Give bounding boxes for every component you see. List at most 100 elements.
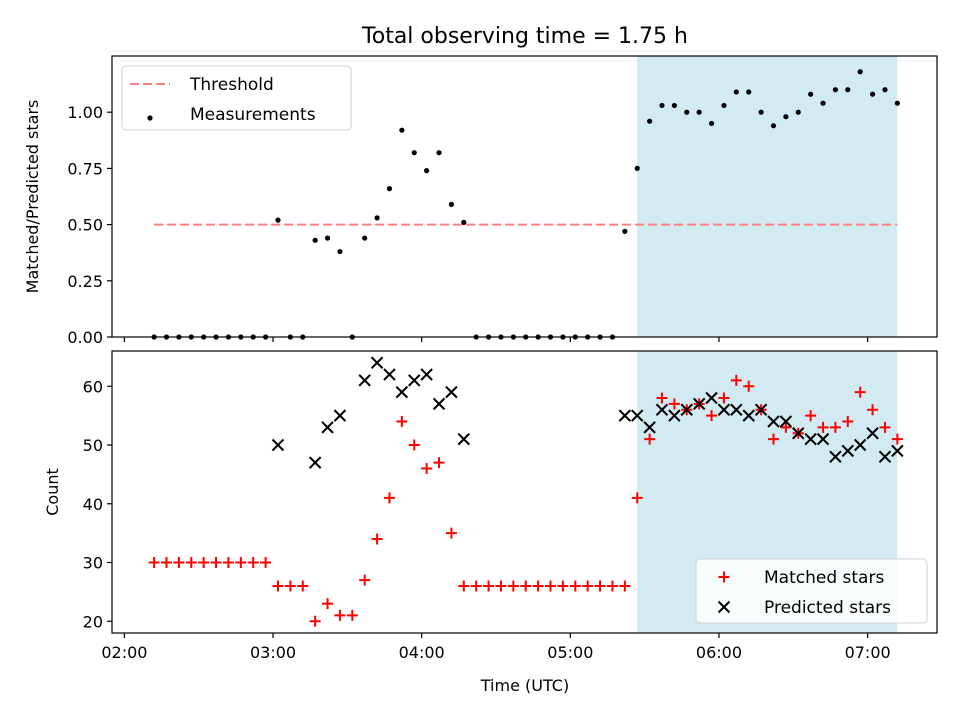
- data-point: [324, 235, 331, 241]
- data-point: [879, 421, 891, 433]
- data-point: [767, 415, 780, 428]
- data-point: [235, 557, 247, 568]
- data-point: [210, 557, 222, 568]
- data-point: [185, 557, 197, 568]
- y-tick-label: 40: [83, 495, 103, 514]
- data-point: [696, 109, 702, 115]
- data-point: [706, 410, 718, 422]
- data-point: [346, 609, 358, 621]
- highlight-span: [637, 56, 898, 337]
- data-point: [647, 118, 653, 124]
- data-point: [718, 392, 730, 404]
- series-predicted-stars: [271, 356, 904, 469]
- data-point: [618, 409, 632, 422]
- data-point: [569, 580, 581, 592]
- data-point: [222, 557, 234, 568]
- data-point: [396, 416, 408, 427]
- data-point: [717, 403, 731, 416]
- y-axis-title: Count: [43, 468, 62, 516]
- data-point: [408, 374, 421, 387]
- data-point: [399, 127, 405, 133]
- data-point: [386, 186, 393, 192]
- y-tick-label: 0.75: [67, 159, 103, 178]
- y-tick-label: 0.00: [67, 328, 103, 347]
- data-point: [370, 356, 384, 369]
- data-point: [668, 409, 681, 422]
- data-point: [445, 385, 458, 399]
- data-point: [644, 433, 656, 445]
- data-point: [743, 380, 755, 392]
- data-point: [795, 109, 801, 115]
- data-point: [371, 533, 383, 545]
- data-point: [321, 421, 334, 434]
- x-tick-label: 03:00: [250, 643, 296, 662]
- data-point: [804, 432, 817, 446]
- legend-marker: [718, 571, 730, 583]
- data-point: [432, 397, 446, 411]
- data-point: [433, 457, 445, 469]
- data-point: [272, 580, 284, 592]
- data-point: [421, 463, 433, 474]
- data-point: [631, 492, 643, 504]
- count-panel: 20 30 40 50 60 02:00 03:00 04:00 05:00 06:00 07:00…: [43, 350, 938, 662]
- data-point: [337, 248, 343, 255]
- legend-box: [695, 558, 928, 624]
- legend-label: Predicted stars: [764, 598, 891, 618]
- y-axis-title: Matched/Predicted stars: [23, 100, 42, 294]
- data-point: [817, 421, 829, 433]
- data-point: [594, 580, 606, 592]
- data-point: [495, 580, 507, 592]
- ratio-panel: 0.00 0.25 0.50 0.75 1.00 Matched/Predicted st…: [23, 55, 938, 347]
- y-tick-label: 60: [83, 377, 103, 396]
- x-tick-label: 06:00: [696, 643, 742, 662]
- y-tick-label: 1.00: [67, 103, 103, 122]
- x-tick-label: 05:00: [547, 643, 593, 662]
- axes-frame: [111, 350, 938, 634]
- data-point: [692, 397, 706, 411]
- data-point: [845, 87, 851, 93]
- data-point: [829, 421, 841, 433]
- data-point: [520, 580, 532, 592]
- data-point: [820, 100, 826, 106]
- y-tick-label: 50: [83, 436, 103, 455]
- data-point: [867, 404, 879, 416]
- data-point: [742, 409, 755, 422]
- data-point: [284, 580, 296, 592]
- data-point: [792, 427, 805, 440]
- data-point: [411, 150, 417, 156]
- data-point: [359, 574, 371, 586]
- data-point: [383, 492, 395, 504]
- x-axis-title: Time (UTC): [480, 676, 569, 695]
- data-point: [805, 410, 817, 422]
- data-point: [483, 580, 495, 592]
- data-point: [532, 580, 544, 592]
- data-point: [271, 438, 285, 452]
- data-point: [198, 557, 210, 568]
- data-point: [557, 580, 569, 592]
- data-point: [333, 409, 347, 422]
- data-point: [297, 580, 309, 592]
- data-point: [383, 368, 396, 381]
- data-point: [721, 102, 727, 109]
- data-point: [730, 403, 743, 416]
- data-point: [457, 432, 471, 446]
- data-point: [894, 100, 900, 106]
- data-point: [436, 150, 442, 156]
- data-point: [671, 102, 677, 109]
- series-matched-stars: [148, 374, 903, 627]
- data-point: [458, 580, 470, 592]
- data-point: [424, 168, 430, 174]
- data-point: [832, 87, 839, 93]
- data-point: [767, 433, 779, 445]
- data-point: [656, 392, 668, 404]
- legend: Matched stars Predicted stars: [695, 558, 928, 624]
- data-point: [173, 557, 185, 568]
- data-point: [470, 580, 482, 592]
- y-tick-label: 0.25: [67, 272, 103, 291]
- data-point: [308, 456, 322, 469]
- data-point: [891, 444, 904, 458]
- data-point: [668, 398, 680, 410]
- data-point: [606, 580, 618, 592]
- data-point: [420, 368, 433, 381]
